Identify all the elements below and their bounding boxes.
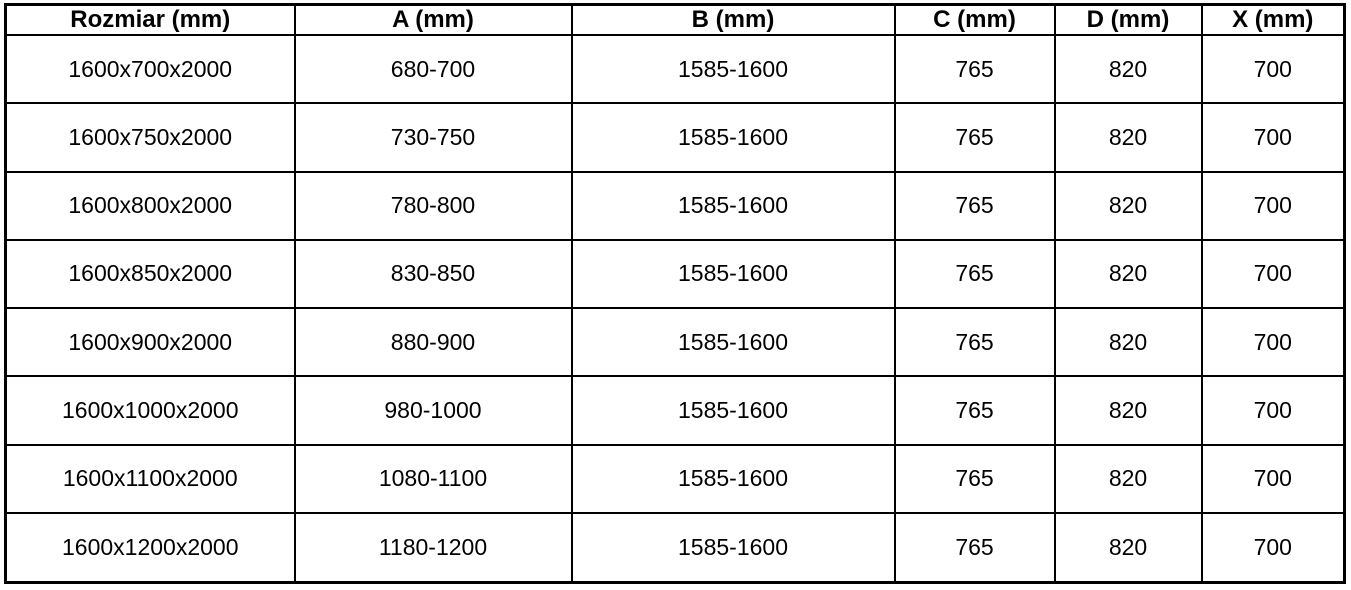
cell-d: 820 — [1053, 443, 1203, 514]
cell-c: 765 — [893, 170, 1056, 241]
column-header-rozmiar: Rozmiar (mm) — [4, 3, 296, 36]
cell-rozmiar: 1600x1200x2000 — [4, 511, 296, 584]
column-header-c: C (mm) — [893, 3, 1056, 36]
cell-a: 780-800 — [293, 170, 573, 241]
cell-rozmiar: 1600x1100x2000 — [4, 443, 296, 514]
cell-x: 700 — [1200, 238, 1346, 310]
table-row: 1600x1200x2000 1180-1200 1585-1600 765 8… — [4, 511, 1346, 584]
table-row: 1600x800x2000 780-800 1585-1600 765 820 … — [4, 170, 1346, 241]
cell-x: 700 — [1200, 443, 1346, 514]
table-row: 1600x900x2000 880-900 1585-1600 765 820 … — [4, 307, 1346, 378]
table-row: 1600x850x2000 830-850 1585-1600 765 820 … — [4, 238, 1346, 310]
cell-x: 700 — [1200, 307, 1346, 378]
cell-b: 1585-1600 — [570, 102, 896, 173]
cell-rozmiar: 1600x800x2000 — [4, 170, 296, 241]
table-row: 1600x1000x2000 980-1000 1585-1600 765 82… — [4, 375, 1346, 446]
cell-a: 980-1000 — [293, 375, 573, 446]
column-header-x: X (mm) — [1200, 3, 1346, 36]
table-row: 1600x750x2000 730-750 1585-1600 765 820 … — [4, 102, 1346, 173]
cell-x: 700 — [1200, 511, 1346, 584]
cell-rozmiar: 1600x900x2000 — [4, 307, 296, 378]
cell-b: 1585-1600 — [570, 238, 896, 310]
cell-b: 1585-1600 — [570, 33, 896, 105]
table-row: 1600x700x2000 680-700 1585-1600 765 820 … — [4, 33, 1346, 105]
cell-a: 880-900 — [293, 307, 573, 378]
cell-d: 820 — [1053, 375, 1203, 446]
table-row: 1600x1100x2000 1080-1100 1585-1600 765 8… — [4, 443, 1346, 514]
cell-c: 765 — [893, 33, 1056, 105]
cell-d: 820 — [1053, 170, 1203, 241]
cell-x: 700 — [1200, 33, 1346, 105]
cell-c: 765 — [893, 102, 1056, 173]
cell-rozmiar: 1600x1000x2000 — [4, 375, 296, 446]
cell-c: 765 — [893, 511, 1056, 584]
size-table: Rozmiar (mm) A (mm) B (mm) C (mm) D (mm)… — [4, 3, 1346, 584]
cell-rozmiar: 1600x700x2000 — [4, 33, 296, 105]
header-row: Rozmiar (mm) A (mm) B (mm) C (mm) D (mm)… — [4, 3, 1346, 36]
cell-rozmiar: 1600x850x2000 — [4, 238, 296, 310]
cell-a: 1080-1100 — [293, 443, 573, 514]
cell-x: 700 — [1200, 375, 1346, 446]
cell-c: 765 — [893, 307, 1056, 378]
cell-d: 820 — [1053, 307, 1203, 378]
cell-rozmiar: 1600x750x2000 — [4, 102, 296, 173]
cell-c: 765 — [893, 375, 1056, 446]
column-header-a: A (mm) — [293, 3, 573, 36]
cell-x: 700 — [1200, 102, 1346, 173]
column-header-d: D (mm) — [1053, 3, 1203, 36]
cell-c: 765 — [893, 443, 1056, 514]
cell-b: 1585-1600 — [570, 375, 896, 446]
cell-a: 680-700 — [293, 33, 573, 105]
cell-b: 1585-1600 — [570, 170, 896, 241]
cell-d: 820 — [1053, 102, 1203, 173]
cell-b: 1585-1600 — [570, 307, 896, 378]
column-header-b: B (mm) — [570, 3, 896, 36]
cell-b: 1585-1600 — [570, 511, 896, 584]
cell-a: 730-750 — [293, 102, 573, 173]
cell-d: 820 — [1053, 33, 1203, 105]
cell-a: 1180-1200 — [293, 511, 573, 584]
cell-x: 700 — [1200, 170, 1346, 241]
cell-b: 1585-1600 — [570, 443, 896, 514]
cell-c: 765 — [893, 238, 1056, 310]
cell-d: 820 — [1053, 238, 1203, 310]
cell-a: 830-850 — [293, 238, 573, 310]
cell-d: 820 — [1053, 511, 1203, 584]
